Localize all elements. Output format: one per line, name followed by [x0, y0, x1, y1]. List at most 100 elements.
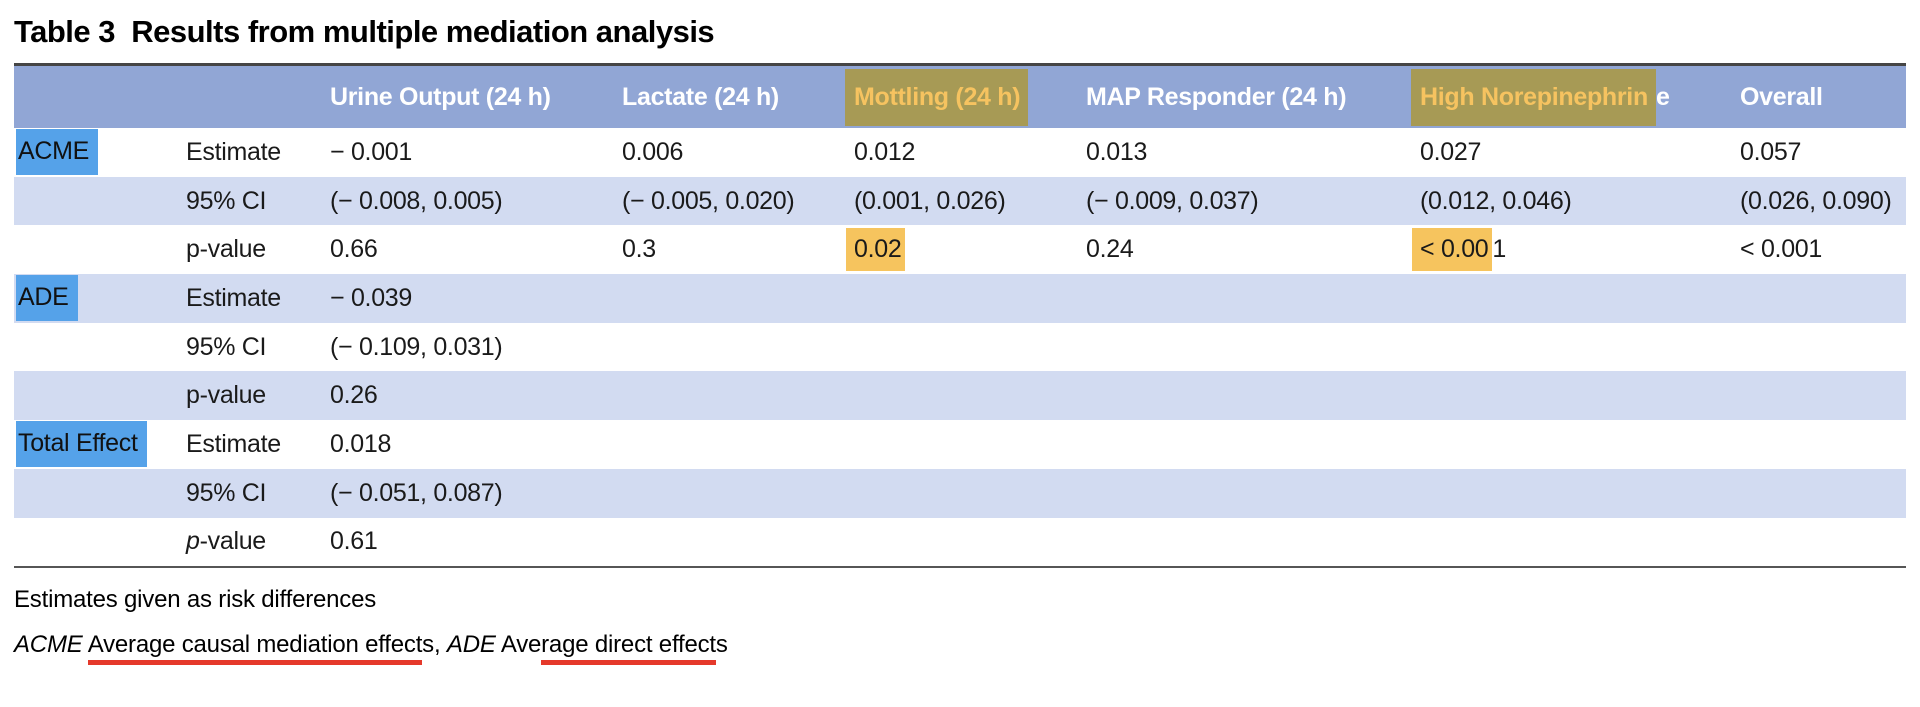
value-text: − 0.039 [330, 283, 413, 312]
row-group-cell: ADE [14, 275, 186, 322]
table-header-row: Urine Output (24 h) Lactate (24 h) Mottlin… [14, 66, 1906, 128]
value-text: (− 0.008, 0.005) [330, 186, 503, 215]
stat-label-text: p [186, 527, 200, 556]
footnote-text: Average causal mediation effect [87, 631, 422, 666]
page: Table 3 Results from multiple mediation … [0, 14, 1920, 707]
stat-label-text: Estimate [186, 283, 281, 312]
stat-label-text: 95% CI [186, 186, 267, 215]
value-text: (− 0.009, 0.037) [1086, 186, 1259, 215]
value-cell: 0.012 [854, 138, 1086, 167]
value-cell: − 0.039 [330, 284, 622, 313]
column-header-text: Overall [1740, 82, 1823, 111]
footnote-text: s [715, 631, 728, 659]
row-group-cell: Total Effect [14, 421, 186, 468]
value-text: 0.26 [330, 381, 378, 410]
footnote-text: rage direct effect [541, 631, 716, 666]
stat-label-text: 95% CI [186, 478, 267, 507]
column-header: Urine Output (24 h) [330, 83, 622, 112]
value-text: 0.013 [1086, 137, 1148, 166]
value-text: 1 [1492, 235, 1507, 264]
value-cell: 0.02 [846, 228, 1086, 272]
value-cell: < 0.001 [1740, 235, 1906, 264]
column-header-text: e [1655, 82, 1670, 111]
value-cell: 0.006 [622, 138, 854, 167]
row-stat-cell: Estimate [186, 138, 330, 167]
table-row: ACME Estimate − 0.001 0.006 0.012 0.013 0.027 0… [14, 128, 1906, 177]
value-cell: (− 0.008, 0.005) [330, 187, 622, 216]
footnote-text: ACME [14, 631, 83, 659]
value-cell: 0.26 [330, 381, 622, 410]
column-header: High Norepinephrin e [1411, 68, 1740, 126]
value-cell: − 0.001 [330, 138, 622, 167]
value-text: (− 0.109, 0.031) [330, 332, 503, 361]
value-cell: 0.018 [330, 430, 622, 459]
value-text: (0.001, 0.026) [854, 186, 1006, 215]
value-cell: 0.61 [330, 527, 622, 556]
column-header-text: Urine Output (24 h) [330, 82, 551, 111]
value-text: 0.61 [330, 527, 378, 556]
value-cell: (− 0.005, 0.020) [622, 187, 854, 216]
row-group-cell: ACME [14, 129, 186, 176]
value-text: (− 0.005, 0.020) [622, 186, 795, 215]
column-header-text: High Norepinephrin [1411, 68, 1656, 126]
footnote-text: ADE [446, 631, 496, 659]
row-stat-cell: Estimate [186, 284, 330, 313]
value-cell: 0.66 [330, 235, 622, 264]
value-cell: (0.012, 0.046) [1420, 187, 1740, 216]
value-text: (0.026, 0.090) [1740, 186, 1892, 215]
value-cell: (− 0.109, 0.031) [330, 333, 622, 362]
stat-label-text: -value [199, 527, 267, 556]
value-text: < 0.00 [1412, 228, 1493, 272]
table-row: Total Effect Estimate 0.018 [14, 420, 1906, 469]
table-row: p-value 0.66 0.3 0.02 0.24 < 0.00 1 < 0.001 [14, 225, 1906, 274]
footnote-text: s, [422, 631, 447, 659]
value-text: 0.012 [854, 137, 916, 166]
value-text: 0.66 [330, 235, 378, 264]
column-header: Lactate (24 h) [622, 83, 854, 112]
table-row: 95% CI (− 0.008, 0.005) (− 0.005, 0.020) (0… [14, 176, 1906, 226]
group-label-highlight: Total Effect [16, 421, 147, 468]
row-stat-cell: p-value [186, 527, 330, 556]
footnote-abbreviations: ACME Average causal mediation effects, A… [14, 629, 1920, 666]
value-cell: (0.001, 0.026) [854, 187, 1086, 216]
stat-label-text: Estimate [186, 429, 281, 458]
value-text: − 0.001 [330, 137, 413, 166]
table-row: p-value 0.61 [14, 518, 1906, 567]
table-body: ACME Estimate − 0.001 0.006 0.012 0.013 0.027 0… [14, 128, 1906, 566]
table-row: p-value 0.26 [14, 371, 1906, 421]
row-stat-cell: p-value [186, 235, 330, 264]
stat-label-text: p-value [186, 235, 266, 264]
value-cell: (− 0.009, 0.037) [1086, 187, 1420, 216]
value-text: (0.012, 0.046) [1420, 186, 1572, 215]
row-stat-cell: p-value [186, 381, 330, 410]
row-stat-cell: 95% CI [186, 187, 330, 216]
table-footnotes: Estimates given as risk differences ACME… [14, 584, 1920, 666]
table-title: Table 3 Results from multiple mediation … [14, 14, 715, 49]
stat-label-text: Estimate [186, 137, 281, 166]
value-cell: 0.057 [1740, 138, 1906, 167]
value-text: < 0.001 [1740, 235, 1823, 264]
footnote-risk-differences: Estimates given as risk differences [14, 586, 377, 614]
stat-label-text: p-value [186, 381, 266, 410]
value-text: 0.02 [846, 228, 906, 272]
footnote-text [83, 631, 88, 658]
value-text: 0.3 [622, 235, 656, 264]
footnote-text: Ave [495, 631, 542, 659]
row-stat-cell: 95% CI [186, 333, 330, 362]
mediation-table: Urine Output (24 h) Lactate (24 h) Mottlin… [14, 63, 1906, 569]
column-header: Mottling (24 h) [845, 68, 1086, 126]
column-header-text: Mottling (24 h) [845, 68, 1029, 126]
table-row: 95% CI (− 0.051, 0.087) [14, 468, 1906, 518]
value-text: (− 0.051, 0.087) [330, 478, 503, 507]
value-text: 0.057 [1740, 137, 1802, 166]
value-cell: (0.026, 0.090) [1740, 187, 1906, 216]
value-text: 0.027 [1420, 137, 1482, 166]
value-cell: 0.027 [1420, 138, 1740, 167]
value-cell: (− 0.051, 0.087) [330, 479, 622, 508]
value-text: 0.24 [1086, 235, 1134, 264]
row-stat-cell: Estimate [186, 430, 330, 459]
value-cell: 0.013 [1086, 138, 1420, 167]
table-row: 95% CI (− 0.109, 0.031) [14, 323, 1906, 372]
column-header-text: MAP Responder (24 h) [1086, 82, 1347, 111]
